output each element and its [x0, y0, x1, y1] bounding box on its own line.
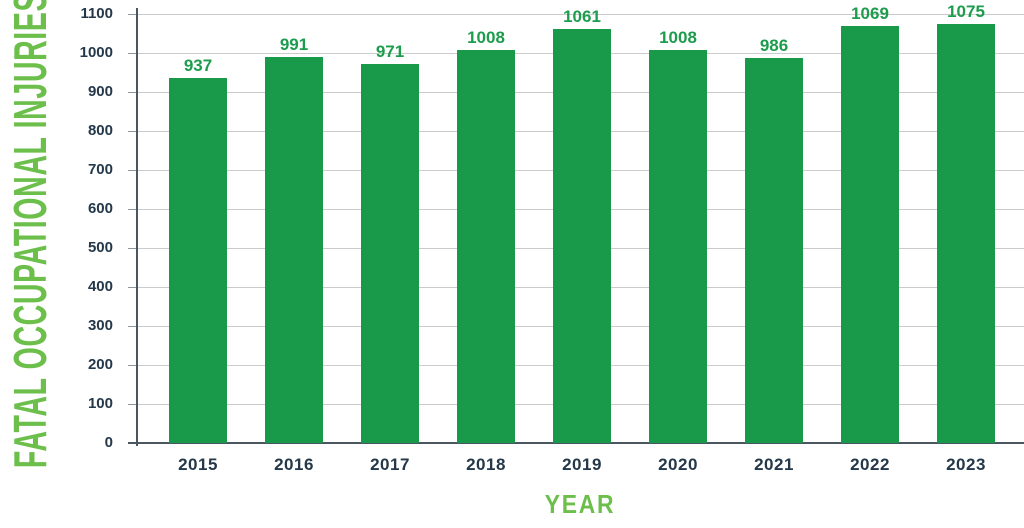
bar-value-label-2016: 991 [279, 34, 309, 54]
y-tick-label-600: 600 [87, 200, 113, 217]
y-tick-mark-600 [128, 208, 137, 210]
y-axis-line [136, 8, 138, 446]
bar-2018 [457, 49, 515, 443]
bar-value-label-2017: 971 [375, 42, 405, 62]
x-tick-label-2020: 2020 [658, 455, 698, 474]
y-tick-label-100: 100 [87, 395, 113, 412]
y-axis-title: FATAL OCCUPATIONAL INJURIES [4, 0, 56, 469]
x-axis-line [128, 442, 1024, 444]
bar-2016 [265, 56, 323, 443]
y-tick-mark-800 [128, 130, 137, 132]
bar-2017 [361, 64, 419, 443]
y-tick-label-0: 0 [104, 434, 113, 451]
y-tick-mark-400 [128, 286, 137, 288]
y-tick-label-700: 700 [87, 161, 113, 178]
bar-value-label-2021: 986 [759, 36, 789, 56]
x-tick-label-2022: 2022 [850, 455, 890, 474]
x-tick-label-2018: 2018 [466, 455, 506, 474]
y-tick-mark-100 [128, 403, 137, 405]
bar-2023 [937, 23, 995, 443]
y-tick-mark-300 [128, 325, 137, 327]
x-axis-title: YEAR [544, 489, 616, 519]
y-tick-label-1000: 1000 [79, 44, 113, 61]
x-tick-label-2019: 2019 [562, 455, 602, 474]
x-tick-label-2021: 2021 [754, 455, 794, 474]
y-tick-label-900: 900 [87, 83, 113, 100]
bar-value-label-2023: 1075 [947, 1, 985, 21]
y-tick-mark-900 [128, 91, 137, 93]
bar-2015 [169, 77, 227, 443]
bar-value-label-2019: 1061 [563, 7, 601, 27]
y-tick-mark-200 [128, 364, 137, 366]
y-tick-label-300: 300 [87, 317, 113, 334]
y-tick-mark-500 [128, 247, 137, 249]
bar-value-label-2020: 1008 [659, 27, 697, 47]
bar-2019 [553, 29, 611, 443]
x-tick-label-2017: 2017 [370, 455, 410, 474]
y-tick-label-500: 500 [87, 239, 113, 256]
bar-value-label-2022: 1069 [851, 4, 889, 24]
x-tick-label-2015: 2015 [178, 455, 218, 474]
y-tick-mark-1100 [128, 13, 137, 15]
y-tick-label-400: 400 [87, 278, 113, 295]
bar-value-label-2018: 1008 [467, 27, 505, 47]
bar-2021 [745, 58, 803, 443]
x-tick-label-2016: 2016 [274, 455, 314, 474]
y-tick-label-1100: 1100 [80, 5, 113, 22]
bar-value-label-2015: 937 [183, 55, 213, 75]
y-tick-label-200: 200 [87, 356, 113, 373]
bar-2022 [841, 26, 899, 443]
gridline-1100 [137, 13, 1024, 15]
bar-2020 [649, 49, 707, 443]
x-tick-label-2023: 2023 [946, 455, 986, 474]
y-tick-mark-1000 [128, 52, 137, 54]
y-tick-label-800: 800 [87, 122, 113, 139]
y-tick-mark-700 [128, 169, 137, 171]
